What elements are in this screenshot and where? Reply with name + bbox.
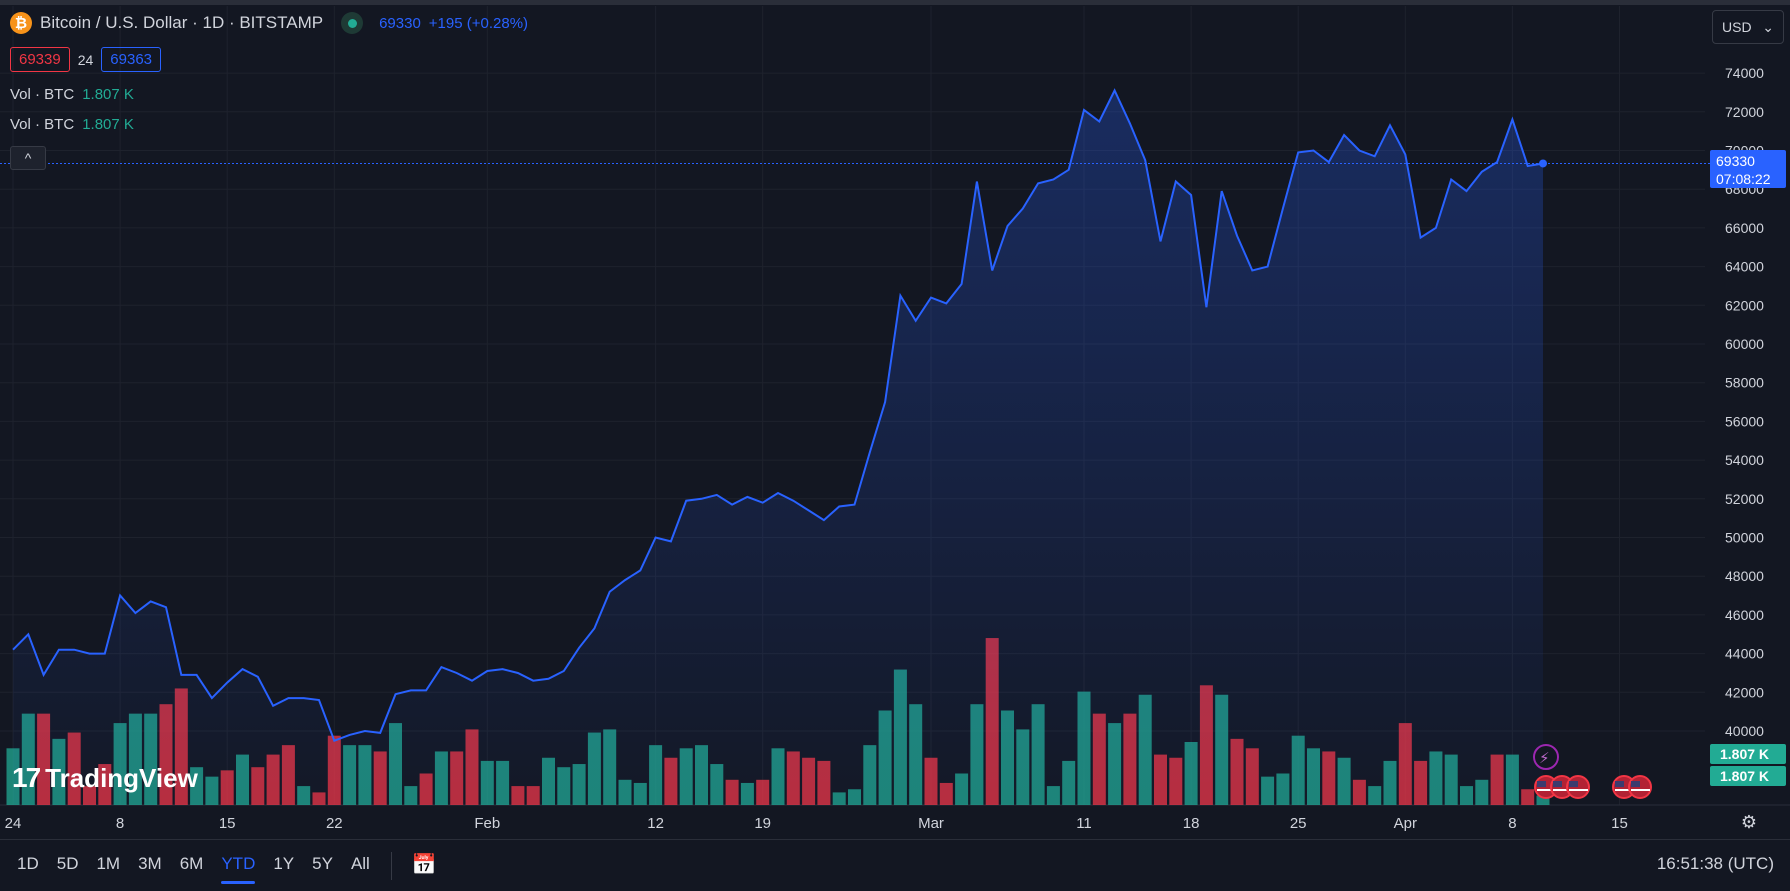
chevron-down-icon: ⌄ [1762,18,1774,35]
range-button-1m[interactable]: 1M [96,854,121,873]
price-change: +195 (+0.28%) [428,14,529,32]
price-chart[interactable]: 40000 42000 44000 46000 48000 50000 52000 54000… [0,0,1790,839]
bitcoin-icon: ₿ [10,12,32,34]
collapse-legend-button[interactable]: ^ [10,146,46,170]
last-price-dot [1539,159,1547,168]
last-price: 69330 [379,14,421,32]
tradingview-logo[interactable]: 17 TradingView [12,762,198,794]
symbol-legend: ₿ Bitcoin / U.S. Dollar · 1D · BITSTAMP … [10,12,528,34]
y-tick-label: 52000 [1725,491,1764,507]
economic-events: ⚡ [1533,744,1652,799]
range-button-1y[interactable]: 1Y [273,854,295,873]
x-tick-label: 12 [647,815,664,832]
spread-value: 24 [77,51,94,68]
top-border [0,0,1790,5]
x-tick-label: 15 [219,815,236,832]
calendar-icon[interactable]: 📅 [411,854,437,876]
last-price-value: 69330 [1716,153,1755,169]
volume-indicator-1[interactable]: Vol · BTC 1.807 K [10,86,134,103]
tradingview-logo-text: TradingView [45,762,198,793]
x-tick-label: 24 [5,815,22,832]
sell-price-button[interactable]: 69339 [10,47,70,72]
bar-countdown: 07:08:22 [1716,171,1771,187]
buy-price-button[interactable]: 69363 [101,47,162,72]
volume-label-1: 1.807 K [1720,746,1769,762]
bottom-toolbar: 1D 5D 1M 3M 6M YTD 1Y 5Y All 📅 16:51:38 … [0,839,1790,891]
range-button-6m[interactable]: 6M [179,854,204,873]
volume-indicator-2[interactable]: Vol · BTC 1.807 K [10,116,134,133]
volume-indicator-label: Vol · BTC [10,116,75,133]
volume-indicator-value: 1.807 K [82,116,134,133]
us-flag-icon-5 [1628,775,1652,799]
tradingview-logo-icon: 17 [12,762,41,793]
price-area [13,90,1543,805]
x-tick-label: Feb [474,815,500,832]
y-tick-label: 50000 [1725,530,1764,546]
y-tick-label: 46000 [1725,607,1764,623]
us-flag-icon-3 [1566,775,1590,799]
y-tick-label: 64000 [1725,259,1764,275]
utc-clock[interactable]: 16:51:38 (UTC) [1656,854,1774,873]
symbol-title[interactable]: Bitcoin / U.S. Dollar · 1D · BITSTAMP [40,13,324,32]
currency-selector[interactable]: USD ⌄ [1712,10,1784,44]
x-tick-label: Apr [1394,815,1417,832]
y-tick-label: 74000 [1725,65,1764,81]
y-tick-label: 66000 [1725,220,1764,236]
range-button-3m[interactable]: 3M [138,854,162,873]
x-tick-label: 8 [116,815,124,832]
range-button-all[interactable]: All [350,854,370,873]
volume-indicator-value: 1.807 K [82,86,134,103]
last-price-label: 69330 07:08:22 [1710,150,1786,188]
y-tick-label: 48000 [1725,568,1764,584]
y-tick-label: 56000 [1725,413,1764,429]
gear-icon[interactable]: ⚙ [1740,812,1758,832]
x-tick-label: 19 [754,815,771,832]
y-tick-label: 42000 [1725,684,1764,700]
market-open-icon[interactable] [341,12,364,34]
x-axis: 24 8 15 22 Feb 12 19 Mar 11 18 25 Apr 8 15 [5,815,1628,832]
x-tick-label: 15 [1611,815,1628,832]
x-tick-label: 25 [1290,815,1307,832]
x-tick-label: 18 [1183,815,1200,832]
flash-icon: ⚡ [1539,749,1550,767]
range-button-ytd[interactable]: YTD [214,850,262,884]
bid-ask-row: 69339 24 69363 [10,47,162,72]
range-buttons: 1D 5D 1M 3M 6M YTD 1Y 5Y All 📅 [10,850,443,884]
volume-label-2: 1.807 K [1720,768,1769,784]
y-tick-label: 62000 [1725,297,1764,313]
x-tick-label: 8 [1508,815,1516,832]
price-line [12,88,1544,742]
x-tick-label: Mar [918,815,944,832]
range-button-5d[interactable]: 5D [56,854,79,873]
range-button-5y[interactable]: 5Y [312,854,333,873]
range-button-1d[interactable]: 1D [17,854,39,873]
y-tick-label: 60000 [1725,336,1764,352]
volume-indicator-label: Vol · BTC [10,86,75,103]
toolbar-divider [390,852,392,880]
volume-labels: 1.807 K 1.807 K [1710,744,1786,786]
flash-event-icon [1533,744,1559,770]
currency-label: USD [1722,19,1752,35]
y-tick-label: 40000 [1725,723,1764,739]
y-tick-label: 44000 [1725,646,1764,662]
y-tick-label: 54000 [1725,452,1764,468]
y-tick-label: 58000 [1725,375,1764,391]
x-tick-label: 22 [326,815,343,832]
x-tick-label: 11 [1076,815,1092,832]
chevron-up-icon: ^ [24,150,32,166]
y-tick-label: 72000 [1725,104,1764,120]
